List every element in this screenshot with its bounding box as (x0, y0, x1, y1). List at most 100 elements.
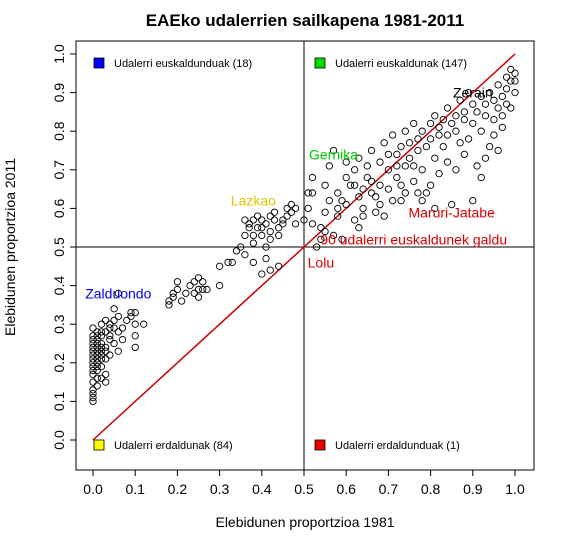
data-point (102, 370, 110, 379)
data-point (401, 189, 409, 197)
data-point (498, 92, 506, 101)
data-point (114, 347, 122, 355)
data-point (241, 231, 249, 240)
data-point (338, 197, 346, 205)
x-tick-label: 1.0 (505, 481, 525, 497)
data-point (435, 131, 443, 139)
data-point (118, 335, 127, 344)
data-point (89, 343, 97, 352)
data-point (376, 158, 384, 166)
x-tick-label: 0.6 (336, 481, 356, 497)
data-point (270, 208, 279, 216)
data-point (275, 262, 283, 270)
data-point (431, 154, 439, 162)
data-point (359, 204, 367, 213)
data-point (287, 208, 295, 216)
data-point (182, 289, 190, 297)
data-point (393, 173, 401, 182)
y-tick-label: 0.8 (51, 121, 67, 141)
data-point (89, 355, 97, 363)
data-point (283, 204, 291, 213)
chart-title: EAEko udalerrien sailkapena 1981-2011 (146, 11, 464, 30)
data-point (511, 88, 519, 97)
data-point (321, 181, 329, 189)
data-point (89, 390, 97, 398)
data-point (110, 324, 118, 332)
legend-swatch-yellow (93, 439, 105, 451)
data-point (245, 224, 253, 232)
x-axis: 0.0 0.1 0.2 0.3 0.4 0.5 0.6 0.7 0.8 0.9 1.0 (83, 469, 525, 497)
data-point (384, 150, 393, 159)
data-point (93, 359, 101, 367)
x-axis-label: Elebidunen proportzioa 1981 (215, 514, 394, 530)
x-tick-label: 0.9 (463, 481, 483, 497)
data-point (346, 181, 355, 189)
data-point (89, 351, 97, 359)
legend-top-left: Udalerri euskaldunduak (18) (93, 57, 252, 70)
data-point (439, 115, 447, 124)
data-point (93, 363, 101, 371)
data-point (114, 312, 122, 321)
data-point (426, 119, 435, 128)
data-point (173, 278, 182, 286)
data-point (401, 162, 409, 170)
y-tick-label: 0.9 (51, 83, 67, 103)
data-point (388, 197, 397, 205)
data-point (266, 212, 274, 220)
data-point (279, 216, 287, 224)
data-point (452, 112, 460, 120)
data-point (93, 335, 101, 344)
x-tick-label: 0.5 (294, 481, 314, 497)
data-point (338, 235, 346, 243)
data-point (165, 297, 173, 305)
x-tick-label: 0.0 (83, 481, 103, 497)
data-point (97, 328, 106, 336)
data-point (173, 285, 182, 294)
data-point (89, 370, 97, 379)
data-point (93, 366, 101, 375)
data-point (93, 332, 101, 340)
data-point (253, 212, 262, 220)
data-point (127, 308, 135, 317)
data-point (367, 189, 376, 197)
data-point (321, 208, 329, 216)
data-point (258, 224, 266, 232)
data-point (114, 289, 122, 297)
data-point (367, 146, 376, 155)
legend-swatch-green (314, 57, 326, 69)
legend-label: Udalerri euskaldunduak (18) (114, 58, 252, 70)
legend-swatch-blue (93, 57, 105, 69)
data-point (439, 142, 447, 151)
data-point (199, 285, 207, 294)
data-point (253, 224, 262, 232)
data-point (93, 382, 101, 390)
annotation-label: 90 udalerri euskaldunek galdu (320, 231, 507, 247)
data-point (186, 281, 194, 290)
data-point (511, 69, 519, 77)
data-point (97, 374, 106, 382)
data-point (376, 181, 384, 189)
data-point (380, 212, 388, 220)
data-point (97, 355, 106, 363)
data-point (258, 216, 266, 224)
data-point (262, 243, 270, 251)
data-point (110, 339, 118, 348)
data-point (388, 131, 397, 139)
data-point (414, 135, 422, 143)
data-point (266, 266, 274, 274)
data-point (237, 243, 245, 251)
data-point (418, 127, 426, 135)
data-point (102, 328, 110, 336)
data-point (97, 351, 106, 359)
data-point (325, 162, 333, 170)
data-point (93, 339, 101, 348)
data-point (97, 339, 106, 348)
data-point (89, 335, 97, 344)
data-point (89, 397, 97, 406)
data-point (414, 146, 422, 155)
data-point (194, 285, 203, 294)
data-point (93, 351, 101, 359)
data-point (477, 127, 485, 135)
data-point (270, 216, 279, 224)
annotation-label: Zalduondo (85, 285, 151, 301)
